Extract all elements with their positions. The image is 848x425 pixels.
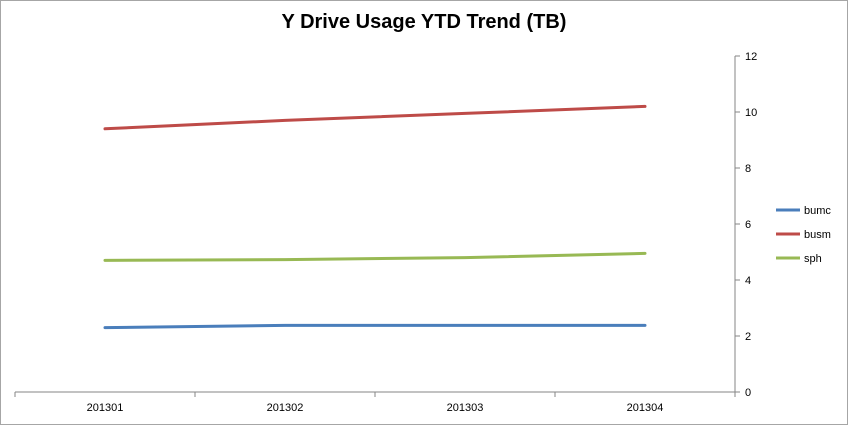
y-tick-label: 8	[745, 163, 751, 175]
x-tick-label: 201303	[447, 402, 484, 414]
y-tick-label: 2	[745, 331, 751, 343]
series-lines	[103, 104, 647, 330]
legend-label-sph: sph	[804, 253, 822, 265]
y-tick-label: 12	[745, 51, 757, 63]
chart-title: Y Drive Usage YTD Trend (TB)	[281, 11, 567, 33]
x-tick-label: 201304	[627, 402, 664, 414]
series-line-sph	[103, 251, 647, 262]
series-line-busm	[103, 104, 647, 131]
legend-label-bumc: bumc	[804, 205, 831, 217]
x-tick-label: 201301	[87, 402, 124, 414]
legend-label-busm: busm	[804, 229, 831, 241]
y-tick-label: 10	[745, 107, 757, 119]
series-line-bumc	[103, 323, 647, 330]
x-tick-label: 201302	[267, 402, 304, 414]
legend: bumc busm sph	[776, 205, 831, 265]
y-tick-label: 6	[745, 219, 751, 231]
y-tick-label: 0	[745, 387, 751, 399]
axes: 0 2 4 6 8 10 12 201301 201302 201303 201304	[14, 51, 757, 414]
y-tick-label: 4	[745, 275, 751, 287]
